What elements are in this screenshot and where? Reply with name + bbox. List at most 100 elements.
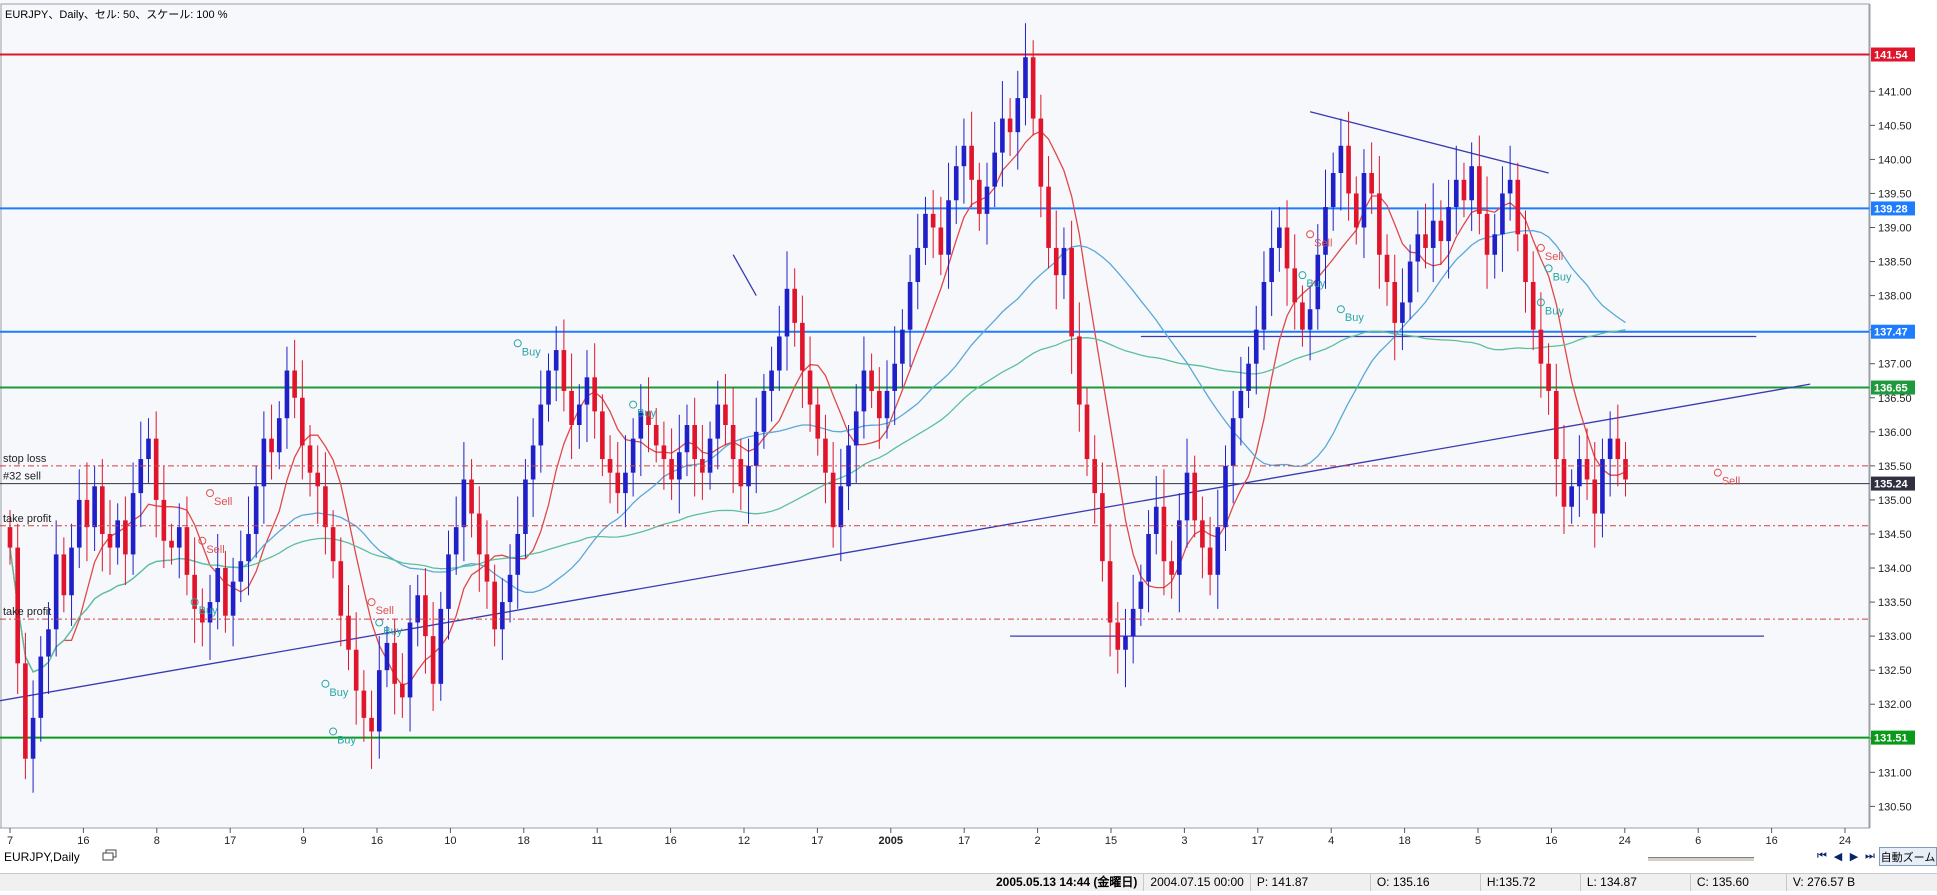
candle-body [61,554,67,596]
trend-line [0,383,1811,702]
candle-body [815,404,821,439]
candle-body [1269,247,1274,282]
candle-body [292,370,297,398]
sell-marker [1536,243,1545,252]
candle-body [353,649,359,691]
trade-signals: Buy Sell Sell Buy Buy Sell Buy Buy Buy Sell Buy Buy… [190,230,1740,746]
candle-body [392,642,397,684]
candle-body [346,615,351,650]
candle-body [1353,193,1359,228]
candle-body [184,527,190,575]
price-tick-label: 140.50 [1878,120,1912,132]
time-tick-label: 2 [1035,835,1041,847]
price-tick-label: 135.50 [1878,461,1912,473]
candle-body [223,568,228,616]
candle-body [1069,247,1074,337]
candle-body [1453,179,1459,208]
candle-body [961,145,967,167]
trend-line [732,254,757,296]
candle-body [838,486,844,528]
candle-body [430,636,436,684]
prev-page-icon[interactable]: ◀ [1833,851,1843,863]
candle-body [1438,220,1444,242]
candle-body [1338,145,1344,174]
price-label-box [1871,324,1915,339]
candle-body [230,581,236,616]
time-tick-label: 4 [1328,835,1334,847]
chart-tab[interactable]: EURJPY,Daily [4,850,80,864]
candle-body [823,438,828,473]
candle-body [730,425,736,460]
candle-body [1569,486,1574,507]
candle-body [1053,247,1059,276]
next-page-icon[interactable]: ▶ [1849,851,1859,863]
candle-body [753,431,759,466]
candle-body [1500,193,1505,235]
status-volume: V: 276.57 B [1792,875,1856,889]
time-tick-label: 9 [301,835,307,847]
horizontal-scrollbar[interactable] [1648,857,1754,861]
candle-body [484,554,490,582]
candle-body [1130,608,1136,637]
candle-body [23,663,28,759]
candle-body [1030,57,1036,119]
candle-body [1092,459,1098,494]
candle-body [276,418,282,453]
window-icon[interactable] [102,849,117,861]
candle-body [900,329,905,364]
candle-body [423,595,428,637]
candle-body [676,452,682,480]
candle-body [1169,561,1174,575]
price-label-text: 141.54 [1874,50,1909,62]
candle-body [576,404,582,425]
candle-body [38,656,44,718]
order-label: take profit [3,513,51,525]
candle-body [1446,207,1451,242]
time-tick-label: 17 [1252,835,1264,847]
candle-body [238,561,244,582]
price-label-text: 131.51 [1874,733,1908,745]
candle-body [623,472,628,494]
price-label-box [1871,730,1915,745]
candle-body [453,527,459,555]
candle-body [861,370,867,412]
price-tick-label: 140.00 [1878,154,1912,166]
price-tick-label: 139.00 [1878,223,1912,235]
candle-body [630,438,636,473]
time-tick-label: 17 [224,835,236,847]
first-page-icon[interactable]: ⏮ [1817,850,1827,862]
candle-body [1515,179,1521,235]
candle-body [938,227,944,255]
auto-zoom-button[interactable]: 自動ズーム [1879,847,1937,866]
candle-body [592,377,597,412]
buy-signal-label: Buy [329,687,348,699]
candle-body [323,486,328,528]
candle-body [1023,57,1028,99]
sell-signal-label: Sell [1545,251,1563,263]
candle-body [176,527,182,548]
price-tick-label: 141.00 [1878,86,1912,98]
candle-body [307,445,313,473]
candle-body [1184,472,1190,521]
sell-marker [1306,230,1315,239]
candle-body [1377,193,1382,255]
candle-body [800,322,805,371]
candle-body [1146,533,1151,582]
candle-body [1530,281,1536,330]
candle-body [207,602,213,623]
candle-body [1577,459,1582,487]
candle-body [369,717,374,732]
sell-signal-label: Sell [214,496,232,508]
price-tick-label: 139.50 [1878,188,1912,200]
candle-body [7,527,13,548]
sell-marker [198,536,207,545]
candle-body [1084,404,1090,460]
time-axis: 7 16 8 17 9 16 10 18 11 16 12 17 2005 17 2 15 3 17 4 18 5 16 2… [0,827,1870,847]
status-close: C: 135.60 [1691,874,1787,891]
last-page-icon[interactable]: ⏭ [1865,850,1875,862]
candle-body [1392,281,1398,323]
candle-body [461,479,467,528]
time-tick-label: 10 [444,835,456,847]
